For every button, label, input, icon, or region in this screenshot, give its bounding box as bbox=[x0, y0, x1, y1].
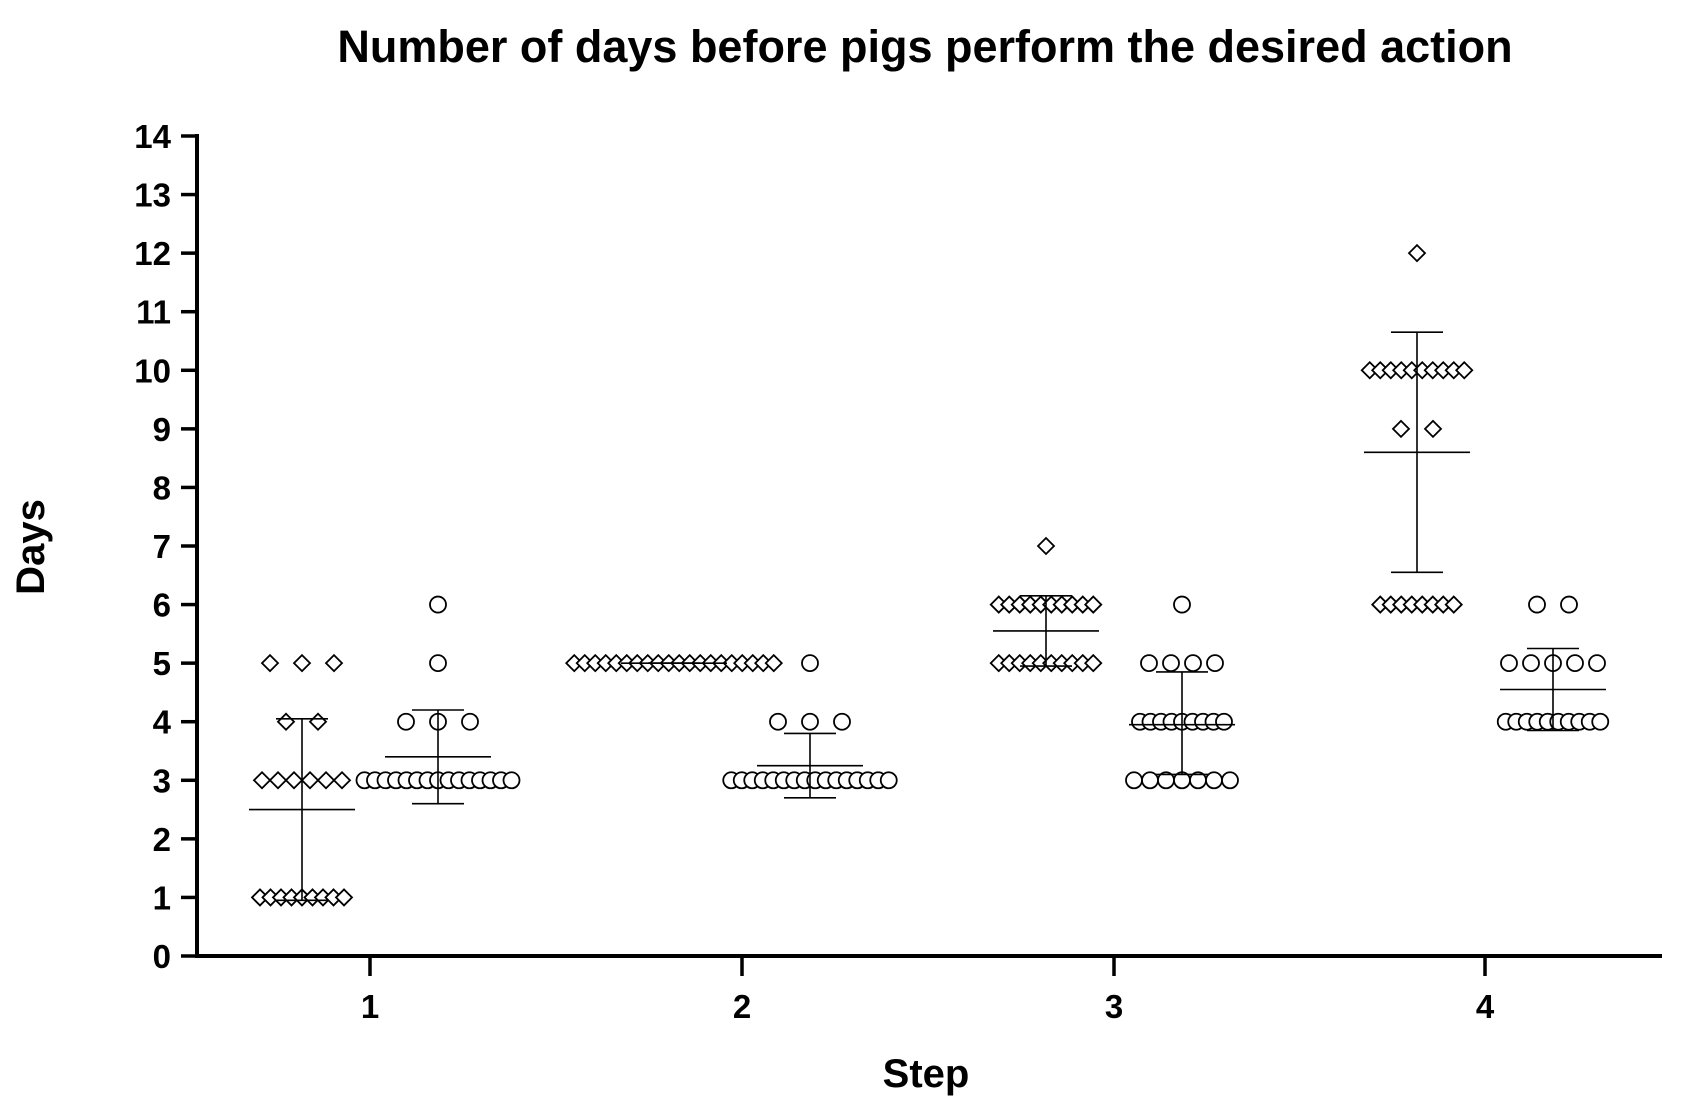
data-point-diamond bbox=[260, 653, 280, 673]
data-point-diamond bbox=[1423, 419, 1443, 439]
y-tick-label: 7 bbox=[153, 528, 171, 565]
data-point-circle bbox=[1125, 771, 1143, 790]
data-point-diamond bbox=[268, 771, 288, 790]
y-tick-label: 0 bbox=[153, 938, 171, 975]
y-tick-label: 1 bbox=[153, 879, 171, 916]
data-point-circle bbox=[1560, 595, 1578, 614]
data-point-diamond bbox=[276, 712, 296, 731]
x-tick-label: 2 bbox=[733, 988, 751, 1025]
data-point-diamond bbox=[324, 653, 344, 673]
y-tick-label: 9 bbox=[153, 411, 171, 448]
data-point-circle bbox=[801, 654, 819, 673]
data-point-diamond bbox=[300, 771, 320, 790]
data-point-circle bbox=[1206, 654, 1224, 673]
data-point-diamond bbox=[1391, 419, 1411, 439]
data-point-circle bbox=[1173, 595, 1191, 614]
data-point-circle bbox=[1591, 712, 1610, 731]
data-point-circle bbox=[1500, 654, 1518, 673]
data-point-circle bbox=[1141, 771, 1159, 790]
y-tick-label: 13 bbox=[134, 177, 171, 214]
y-axis-title: Days bbox=[9, 499, 53, 595]
y-tick-label: 5 bbox=[153, 645, 171, 682]
data-point-circle bbox=[1566, 654, 1584, 673]
data-point-diamond bbox=[334, 888, 354, 907]
data-point-circle bbox=[1215, 712, 1233, 731]
chart-title: Number of days before pigs perform the d… bbox=[337, 21, 1512, 72]
data-point-diamond bbox=[316, 771, 336, 790]
data-point-circle bbox=[1184, 654, 1202, 673]
y-tick-label: 8 bbox=[153, 469, 171, 506]
data-point-circle bbox=[1162, 654, 1180, 673]
data-point-diamond bbox=[1407, 243, 1427, 263]
data-point-diamond bbox=[284, 771, 304, 790]
x-tick-label: 1 bbox=[361, 988, 379, 1025]
data-point-diamond bbox=[764, 653, 784, 673]
y-tick-label: 12 bbox=[134, 235, 171, 272]
data-point-circle bbox=[502, 771, 521, 790]
data-point-circle bbox=[833, 712, 851, 731]
y-tick-label: 10 bbox=[134, 352, 171, 389]
data-point-circle bbox=[429, 654, 447, 673]
y-tick-label: 4 bbox=[153, 704, 172, 741]
data-point-diamond bbox=[1083, 653, 1103, 673]
data-point-circle bbox=[801, 712, 819, 731]
data-point-diamond bbox=[1083, 595, 1103, 614]
data-point-circle bbox=[461, 712, 479, 731]
data-point-circle bbox=[1221, 771, 1239, 790]
data-point-circle bbox=[429, 595, 447, 614]
data-point-circle bbox=[1588, 654, 1606, 673]
data-point-circle bbox=[879, 771, 898, 790]
y-tick-label: 6 bbox=[153, 587, 171, 624]
data-point-circle bbox=[1140, 654, 1158, 673]
y-tick-label: 2 bbox=[153, 821, 171, 858]
x-axis-title: Step bbox=[883, 1052, 970, 1096]
y-tick-label: 14 bbox=[134, 118, 171, 155]
data-point-circle bbox=[1522, 654, 1540, 673]
data-point-diamond bbox=[308, 712, 328, 731]
x-tick-label: 4 bbox=[1476, 988, 1495, 1025]
data-point-diamond bbox=[332, 771, 352, 790]
data-point-diamond bbox=[1036, 536, 1056, 556]
data-point-diamond bbox=[252, 771, 272, 790]
data-point-circle bbox=[397, 712, 415, 731]
data-point-diamond bbox=[1454, 361, 1474, 380]
data-point-circle bbox=[769, 712, 787, 731]
data-point-diamond bbox=[1444, 595, 1464, 614]
x-tick-label: 3 bbox=[1105, 988, 1123, 1025]
y-tick-label: 3 bbox=[153, 762, 171, 799]
data-point-circle bbox=[1528, 595, 1546, 614]
y-tick-label: 11 bbox=[136, 294, 171, 331]
data-point-diamond bbox=[292, 653, 312, 673]
data-point-circle bbox=[1205, 771, 1223, 790]
